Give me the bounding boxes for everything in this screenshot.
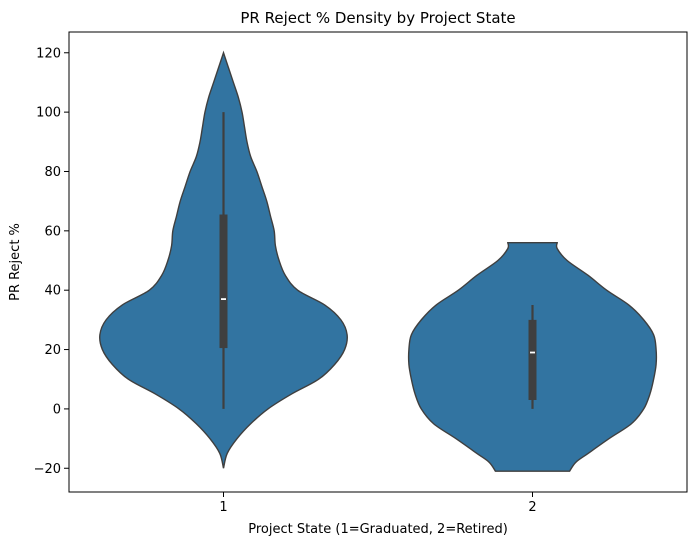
plot-area <box>99 50 658 472</box>
y-tick-label: 120 <box>36 46 61 61</box>
violin-box-2 <box>528 319 537 400</box>
y-tick-label: 0 <box>53 402 61 417</box>
x-tick-label: 2 <box>528 500 536 515</box>
y-tick-label: 100 <box>36 106 61 121</box>
chart-title: PR Reject % Density by Project State <box>240 9 515 27</box>
y-tick-label: 20 <box>44 343 61 358</box>
y-tick-label: 60 <box>44 224 61 239</box>
y-tick-label: 80 <box>44 165 61 180</box>
y-tick-label: 40 <box>44 284 61 299</box>
x-tick-label: 1 <box>219 500 227 515</box>
y-axis: −20 0 20 40 60 80 100 120 <box>34 46 69 477</box>
x-axis-label: Project State (1=Graduated, 2=Retired) <box>248 522 508 537</box>
plot-frame <box>68 31 688 493</box>
y-axis-label: PR Reject % <box>8 223 23 301</box>
y-tick-label: −20 <box>34 462 61 477</box>
violin-box-1 <box>219 214 228 349</box>
